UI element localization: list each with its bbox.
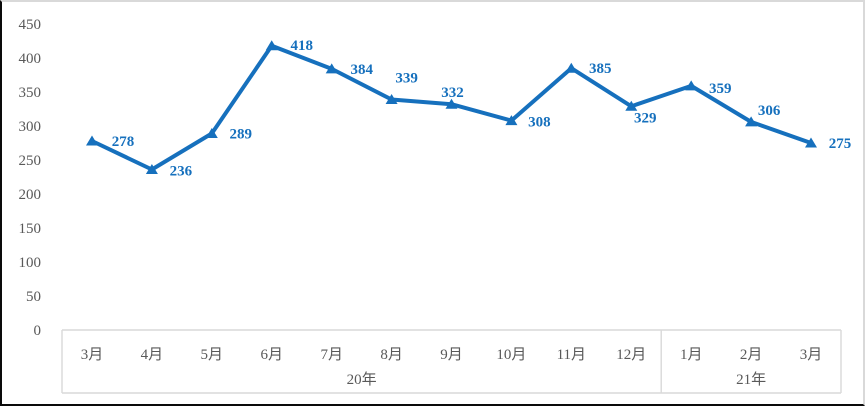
y-axis-tick-label: 400 [19,51,42,67]
data-point-label: 278 [112,134,135,150]
data-point-label: 275 [829,136,852,152]
x-axis-month-label: 3月 [81,347,104,363]
data-point-marker [145,164,158,174]
x-axis-month-label: 4月 [141,347,164,363]
data-point-label: 306 [758,103,781,119]
x-axis-month-label: 9月 [440,347,463,363]
x-axis-month-label: 12月 [616,347,646,363]
y-axis-tick-label: 200 [19,187,42,203]
data-point-marker [86,135,98,146]
x-axis-month-label: 2月 [740,347,763,363]
x-axis-month-label: 1月 [680,347,703,363]
data-point-label: 359 [709,81,732,97]
data-point-label: 385 [589,61,612,77]
data-point-label: 339 [395,71,418,87]
data-point-label: 236 [170,164,193,180]
data-point-marker [505,115,518,126]
y-axis-tick-label: 300 [19,119,42,135]
data-point-marker [745,116,758,127]
data-point-label: 384 [350,62,373,78]
y-axis-tick-label: 350 [19,85,42,101]
x-axis-month-label: 7月 [320,347,343,363]
year-group-label: 21年 [736,371,766,388]
x-axis-month-label: 11月 [557,347,586,363]
data-point-marker [325,63,338,74]
data-point-marker [265,40,278,51]
data-point-marker [385,94,398,104]
x-axis-month-label: 10月 [496,347,526,363]
x-axis-month-label: 3月 [800,347,823,363]
y-axis-tick-label: 0 [34,323,42,339]
data-point-label: 329 [634,110,657,126]
data-point-marker [565,62,578,73]
data-point-label: 308 [528,115,551,131]
year-group-label: 20年 [347,371,377,388]
data-point-label: 289 [230,127,253,143]
data-point-marker [445,98,458,109]
data-point-marker [805,137,817,148]
data-point-label: 332 [441,85,464,101]
x-axis-month-label: 6月 [260,347,283,363]
y-axis-tick-label: 450 [19,17,42,33]
y-axis-tick-label: 50 [26,289,41,305]
data-point-marker [625,100,638,111]
data-point-marker [205,128,218,138]
x-axis-month-label: 5月 [201,347,224,363]
y-axis-tick-label: 250 [19,153,42,169]
y-axis-tick-label: 150 [19,221,42,237]
y-axis-tick-label: 100 [19,255,42,271]
data-point-marker [685,80,698,91]
x-axis-month-label: 8月 [380,347,403,363]
data-point-label: 418 [290,38,313,54]
